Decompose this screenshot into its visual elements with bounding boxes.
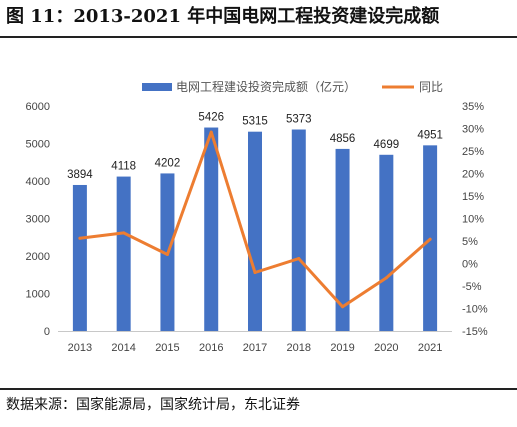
right-tick-label: 35% bbox=[462, 101, 484, 113]
line-point bbox=[253, 271, 257, 274]
x-tick-label: 2015 bbox=[155, 342, 179, 354]
right-tick-label: 20% bbox=[462, 169, 484, 181]
right-tick-label: 30% bbox=[462, 124, 484, 136]
left-tick-label: 3000 bbox=[26, 214, 50, 226]
bar bbox=[116, 176, 131, 331]
bar-data-label: 5373 bbox=[286, 114, 312, 126]
x-tick-label: 2017 bbox=[243, 342, 267, 354]
bar-data-label: 4699 bbox=[374, 139, 400, 151]
title-rule bbox=[0, 36, 517, 38]
source-note: 数据来源：国家能源局，国家统计局，东北证券 bbox=[6, 397, 300, 413]
left-tick-label: 4000 bbox=[26, 176, 50, 188]
line-point bbox=[297, 257, 301, 261]
line-point bbox=[78, 236, 82, 240]
line-point bbox=[428, 237, 432, 241]
right-tick-label: 25% bbox=[462, 146, 484, 158]
bar-data-label: 4118 bbox=[111, 161, 136, 173]
bar bbox=[204, 127, 219, 332]
x-tick-label: 2013 bbox=[68, 342, 92, 354]
line-point bbox=[122, 231, 126, 235]
bar-data-label: 4951 bbox=[417, 129, 443, 141]
line-point bbox=[384, 276, 388, 280]
x-tick-label: 2020 bbox=[374, 342, 398, 354]
bar bbox=[379, 154, 394, 331]
legend-label-bar: 电网工程建设投资完成额（亿元） bbox=[176, 79, 356, 94]
right-tick-label: 0% bbox=[462, 259, 478, 271]
bar-series bbox=[72, 127, 438, 332]
left-tick-label: 2000 bbox=[26, 251, 50, 263]
right-tick-label: -10% bbox=[462, 304, 488, 316]
right-tick-label: 10% bbox=[462, 214, 484, 226]
bar bbox=[72, 184, 87, 331]
bar-data-label: 4202 bbox=[155, 157, 181, 169]
figure-title: 图 11：2013-2021 年中国电网工程投资建设完成额 bbox=[6, 6, 440, 27]
left-tick-label: 5000 bbox=[26, 139, 50, 151]
bar-data-label: 3894 bbox=[67, 169, 93, 181]
x-axis: 2013 2014 2015 2016 2017 2018 2019 2020 2021 bbox=[58, 331, 452, 354]
x-tick-label: 2019 bbox=[330, 342, 354, 354]
bar bbox=[291, 129, 306, 331]
bar-data-label: 4856 bbox=[330, 133, 356, 145]
left-tick-label: 1000 bbox=[26, 289, 50, 301]
line-point bbox=[165, 253, 169, 256]
bar bbox=[248, 131, 262, 331]
line-point bbox=[209, 130, 213, 134]
right-axis: -15% -10% -5% 0% 5% 10% 15% 20% 25% 30% 35% bbox=[462, 101, 488, 338]
bar-data-label: 5315 bbox=[242, 116, 268, 128]
legend: 电网工程建设投资完成额（亿元） 同比 bbox=[142, 79, 443, 94]
x-tick-label: 2018 bbox=[287, 342, 311, 354]
bar bbox=[335, 148, 350, 331]
left-tick-label: 6000 bbox=[26, 101, 50, 113]
right-tick-label: -5% bbox=[462, 281, 482, 293]
right-tick-label: 5% bbox=[462, 236, 478, 248]
line-point bbox=[341, 305, 345, 309]
source-rule bbox=[0, 388, 517, 390]
chart: 0 1000 2000 3000 4000 5000 6000 -15% -10% -5% 0% 5… bbox=[26, 79, 488, 354]
right-tick-label: -15% bbox=[462, 326, 488, 338]
left-tick-label: 0 bbox=[44, 326, 50, 338]
legend-swatch-bar bbox=[142, 83, 172, 91]
legend-label-line: 同比 bbox=[419, 80, 443, 94]
bar-data-label: 5426 bbox=[198, 112, 224, 124]
line-series bbox=[78, 130, 432, 309]
bar-data-labels: 3894 4118 4202 5426 5315 5373 4856 4699 4951 bbox=[67, 112, 443, 181]
x-tick-label: 2021 bbox=[418, 342, 442, 354]
x-tick-label: 2014 bbox=[111, 342, 135, 354]
left-axis: 0 1000 2000 3000 4000 5000 6000 bbox=[26, 101, 50, 338]
x-tick-label: 2016 bbox=[199, 342, 223, 354]
right-tick-label: 15% bbox=[462, 191, 484, 203]
